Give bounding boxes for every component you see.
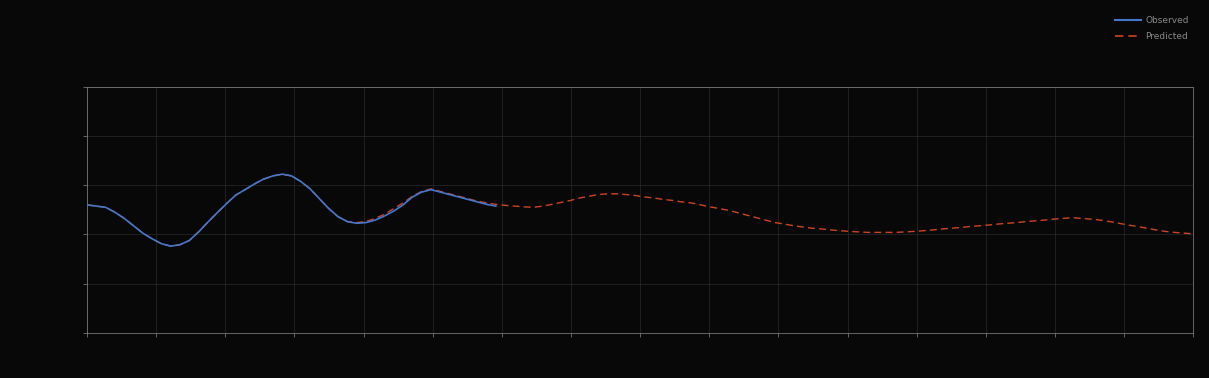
Legend: Observed, Predicted: Observed, Predicted — [1116, 16, 1188, 41]
